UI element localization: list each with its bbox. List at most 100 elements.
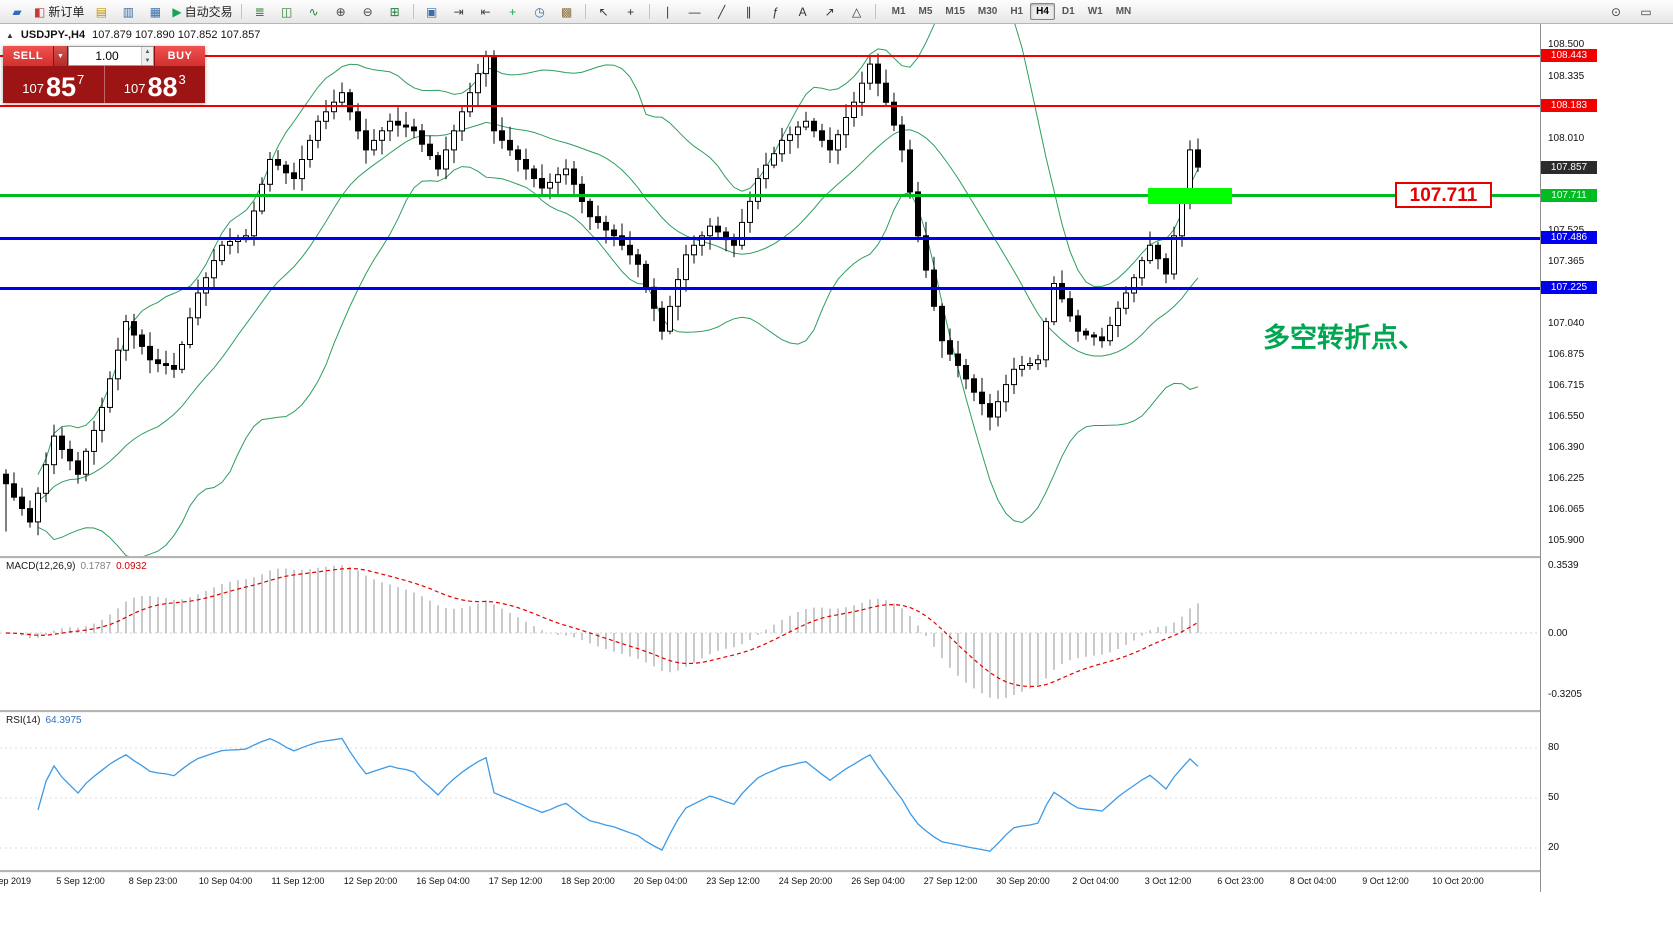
timeframe-toolbar: M1 M5 M15 M30 H1 H4 D1 W1 MN: [886, 3, 1138, 20]
periods-icon[interactable]: ◷: [527, 1, 553, 23]
new-order-button-label: 新订单: [48, 5, 85, 19]
timeframe-d1[interactable]: D1: [1061, 6, 1075, 17]
profiles-icon[interactable]: ▤: [88, 1, 114, 23]
tile-windows-icon[interactable]: ▣: [419, 1, 445, 23]
zoom-out-icon: ⊖: [362, 4, 373, 19]
cursor-icon[interactable]: ↖: [591, 1, 617, 23]
vertical-line-icon[interactable]: ∣: [655, 1, 681, 23]
price-line-108.443[interactable]: [0, 54, 1540, 57]
volume-spin-up[interactable]: ▲: [142, 47, 153, 56]
macd-panel[interactable]: MACD(12,26,9) 0.1787 0.0932: [0, 558, 1540, 710]
line-chart-icon: ∿: [308, 4, 319, 19]
cursor-icon: ↖: [598, 4, 609, 19]
time-axis-label: 23 Sep 12:00: [706, 876, 760, 886]
chart-symbol-period: USDJPY-,H4: [20, 29, 86, 41]
text-icon[interactable]: A: [790, 1, 816, 23]
grid-icon[interactable]: ⊞: [382, 1, 408, 23]
shapes-icon[interactable]: △: [844, 1, 870, 23]
price-line-107.711[interactable]: [0, 194, 1540, 197]
search-icon[interactable]: ⊙: [1610, 4, 1622, 19]
macd-chart: [0, 565, 1540, 699]
sell-button[interactable]: SELL: [3, 46, 53, 66]
zoom-out-icon[interactable]: ⊖: [355, 1, 381, 23]
periods-icon: ◷: [534, 4, 545, 19]
time-axis-label: 5 Sep 12:00: [56, 876, 105, 886]
macd-value-signal: 0.0932: [116, 561, 147, 572]
zoom-in-icon[interactable]: ⊕: [328, 1, 354, 23]
buy-button[interactable]: BUY: [155, 46, 205, 66]
timeframe-m1[interactable]: M1: [891, 6, 906, 17]
price-axis-label: 108.010: [1548, 132, 1585, 144]
price-axis[interactable]: 108.500 108.335 108.010 107.525 107.365 107.0…: [1540, 24, 1673, 892]
timeframe-m15[interactable]: M15: [945, 6, 965, 17]
highlight-rectangle[interactable]: [1148, 187, 1232, 204]
crosshair-icon[interactable]: +: [618, 1, 644, 23]
market-watch-icon[interactable]: ▥: [115, 1, 141, 23]
order-type-dropdown[interactable]: ▼: [54, 46, 67, 66]
auto-scroll-icon: ⇥: [453, 4, 464, 19]
time-axis[interactable]: 4 Sep 2019 5 Sep 12:00 8 Sep 23:00 10 Sep 0…: [0, 872, 1540, 892]
toolbar-left-group: ▰ ◧ 新订单 ▤ ▥ ▦ ▶ 自动交易 ≣ ◫ ∿ ⊕ ⊖ ⊞ ▣ ⇥ ⇤ + ◷ ▩ ↖ + ∣ ― ╱ ∥ ƒ A ↗ △: [4, 1, 880, 23]
price-line-107.486[interactable]: [0, 236, 1540, 240]
navigator-icon[interactable]: ▦: [142, 1, 168, 23]
price-level-label[interactable]: 107.711: [1395, 182, 1492, 208]
autotrading-button-label: 自动交易: [184, 5, 233, 19]
indicators-icon: +: [509, 4, 517, 19]
auto-scroll-icon[interactable]: ⇥: [446, 1, 472, 23]
horizontal-line-icon[interactable]: ―: [682, 1, 708, 23]
price-axis-label: 106.550: [1548, 411, 1585, 422]
new-chart-icon[interactable]: ▭: [1640, 4, 1652, 19]
autotrading-button[interactable]: ▶ 自动交易: [169, 1, 235, 23]
sell-price-display[interactable]: 107 85 7: [3, 66, 105, 103]
chart-shift-icon[interactable]: ⇤: [473, 1, 499, 23]
templates-icon[interactable]: ▩: [554, 1, 580, 23]
time-axis-label: 6 Oct 23:00: [1217, 876, 1264, 886]
volume-input[interactable]: [69, 48, 153, 64]
volume-field: ▲ ▼: [68, 46, 154, 66]
price-line-108.183[interactable]: [0, 104, 1540, 107]
timeframe-m30[interactable]: M30: [977, 6, 998, 17]
candlestick-icon[interactable]: ◫: [274, 1, 300, 23]
price-axis-label: 106.065: [1548, 503, 1585, 515]
timeframe-m5[interactable]: M5: [918, 6, 933, 17]
arrows-icon[interactable]: ↗: [817, 1, 843, 23]
macd-scale-label: 0.3539: [1548, 560, 1579, 571]
chart-shift-icon: ⇤: [480, 4, 491, 19]
price-line-107.225[interactable]: [0, 286, 1540, 290]
panel-separator[interactable]: [0, 710, 1673, 713]
fibonacci-icon[interactable]: ƒ: [763, 1, 789, 23]
volume-spin-down[interactable]: ▼: [142, 56, 153, 65]
timeframe-w1[interactable]: W1: [1087, 6, 1103, 17]
line-chart-icon[interactable]: ∿: [301, 1, 327, 23]
price-axis-label: 107.040: [1548, 317, 1585, 329]
chart-title: ▲ USDJPY-,H4 107.879 107.890 107.852 107…: [6, 29, 260, 41]
panel-separator[interactable]: [0, 556, 1673, 559]
one-click-collapse-arrow[interactable]: ▲: [6, 31, 14, 40]
time-axis-label: 10 Oct 20:00: [1432, 876, 1484, 886]
zoom-in-icon: ⊕: [335, 4, 346, 19]
trendline-icon: ╱: [717, 4, 726, 19]
indicators-icon[interactable]: +: [500, 1, 526, 23]
channel-icon: ∥: [745, 4, 752, 19]
new-order-button[interactable]: ◧ 新订单: [31, 1, 87, 23]
rsi-name: RSI(14): [6, 715, 41, 726]
volume-spinner: ▲ ▼: [141, 47, 153, 65]
text-icon: A: [798, 4, 807, 19]
channel-icon[interactable]: ∥: [736, 1, 762, 23]
bar-chart-icon[interactable]: ≣: [247, 1, 273, 23]
toolbar-separator: [874, 4, 876, 19]
time-axis-label: 18 Sep 20:00: [561, 876, 615, 886]
market-watch-icon: ▥: [122, 4, 135, 19]
timeframe-h1[interactable]: H1: [1010, 6, 1024, 17]
timeframe-mn[interactable]: MN: [1115, 6, 1132, 17]
timeframe-h4[interactable]: H4: [1030, 3, 1055, 20]
toolbar-separator: [648, 4, 650, 19]
templates-icon: ▩: [560, 4, 573, 19]
rsi-panel[interactable]: RSI(14) 64.3975: [0, 712, 1540, 870]
main-chart-panel[interactable]: ▲ USDJPY-,H4 107.879 107.890 107.852 107…: [0, 24, 1540, 556]
trendline-icon[interactable]: ╱: [709, 1, 735, 23]
buy-price-display[interactable]: 107 88 3: [105, 66, 206, 103]
app-icon[interactable]: ▰: [4, 1, 30, 23]
time-axis-label: 10 Sep 04:00: [198, 876, 253, 886]
time-axis-label: 12 Sep 20:00: [343, 876, 398, 886]
